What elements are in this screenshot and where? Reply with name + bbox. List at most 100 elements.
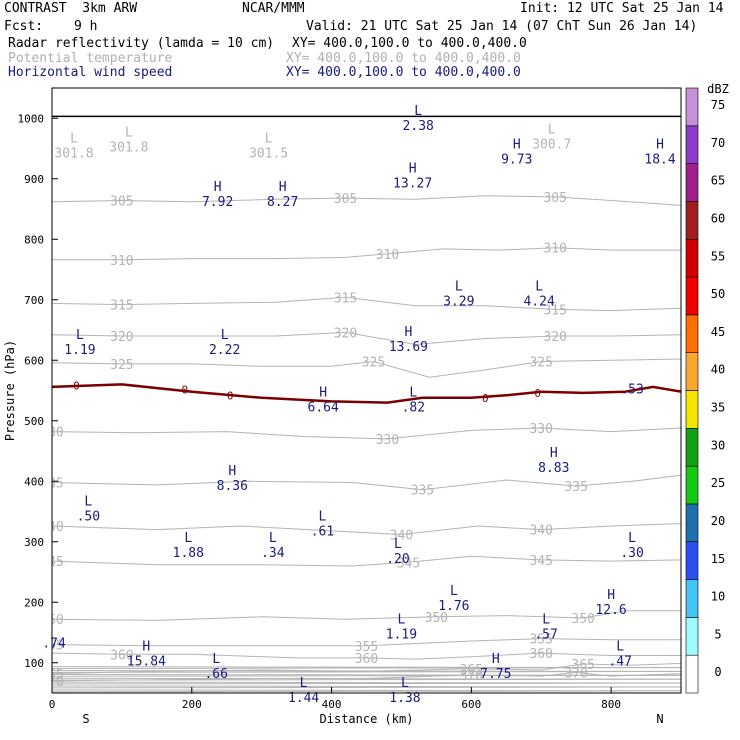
theta-contour-label: 315 xyxy=(543,303,566,318)
freezing-line-label: 0 xyxy=(73,380,80,393)
theta-contour-label: 345 xyxy=(529,554,552,569)
wind-speed-value: .53 xyxy=(620,382,643,397)
theta-contour xyxy=(52,555,681,567)
colorbar-swatch xyxy=(685,163,699,202)
theta-contour xyxy=(52,331,681,346)
model-title: CONTRAST 3km ARW xyxy=(4,1,138,16)
wind-speed-value: 18.4 xyxy=(644,153,675,168)
wind-speed-value: 3.29 xyxy=(443,295,474,310)
theta-extremum-value: 301.8 xyxy=(109,140,148,155)
colorbar-label: 25 xyxy=(711,476,725,490)
theta-contour-label: 315 xyxy=(334,291,357,306)
wind-extremum-flag: L xyxy=(535,280,543,295)
field-reflectivity: Radar reflectivity (lamda = 10 cm) xyxy=(8,36,275,51)
colorbar-swatch xyxy=(685,541,699,580)
colorbar-swatch xyxy=(685,579,699,618)
field-wind-xy: XY= 400.0,100.0 to 400.0,400.0 xyxy=(286,65,521,80)
endpoint-right: N xyxy=(656,712,663,726)
theta-contour-label: 345 xyxy=(397,556,420,571)
theta-contour xyxy=(52,638,681,647)
wind-extremum-flag: L xyxy=(542,612,550,627)
theta-contour xyxy=(52,671,681,682)
y-tick-label: 100 xyxy=(24,657,44,670)
theta-strat-line xyxy=(52,689,681,692)
wind-extremum-flag: L xyxy=(184,531,192,546)
theta-contour xyxy=(52,247,681,261)
colorbar-swatch xyxy=(685,654,699,694)
theta-contour-label: 310 xyxy=(110,254,133,269)
x-tick-label: 400 xyxy=(322,698,342,711)
wind-extremum-flag: L xyxy=(221,328,229,343)
colorbar-swatch xyxy=(685,314,699,353)
init-time: Init: 12 UTC Sat 25 Jan 14 xyxy=(520,1,724,16)
y-tick-label: 500 xyxy=(24,415,44,428)
y-tick-label: 1000 xyxy=(18,112,45,125)
colorbar-label: 0 xyxy=(714,665,721,679)
wind-speed-value: 15.84 xyxy=(127,655,166,670)
theta-contour-label: 340 xyxy=(390,528,413,543)
wind-extremum-flag: L xyxy=(455,280,463,295)
theta-strat-line xyxy=(52,666,681,669)
theta-contour-label: 320 xyxy=(334,326,357,341)
theta-contour-label: 310 xyxy=(543,242,566,257)
center-title: NCAR/MMM xyxy=(242,1,305,16)
theta-contour-label: 320 xyxy=(110,330,133,345)
wind-speed-value: 13.69 xyxy=(389,340,428,355)
y-tick-label: 900 xyxy=(24,173,44,186)
field-theta: Potential temperature xyxy=(8,51,173,66)
theta-extremum-flag: L xyxy=(70,131,78,146)
theta-contour xyxy=(52,610,681,621)
wind-extremum-flag: L xyxy=(616,640,624,655)
theta-strat-line xyxy=(52,673,681,676)
wind-speed-value: 7.75 xyxy=(480,667,511,682)
theta-contour-label: 370 xyxy=(564,666,587,681)
theta-strat-line xyxy=(52,685,681,688)
freezing-line-path xyxy=(52,383,681,404)
theta-contour-label: 320 xyxy=(543,330,566,345)
freezing-line-label: 0 xyxy=(482,392,489,405)
theta-contour-label: 365 xyxy=(460,663,483,678)
wind-extremum-flag: H xyxy=(214,180,222,195)
colorbar-label: 65 xyxy=(711,174,725,188)
theta-contour-label: 360 xyxy=(529,647,552,662)
wind-extremum-flag: L xyxy=(319,510,327,525)
wind-speed-value: 1.38 xyxy=(389,691,420,706)
wind-speed-value: 4.24 xyxy=(523,295,554,310)
y-axis-label: Pressure (hPa) xyxy=(3,340,17,441)
wind-speed-value: 8.83 xyxy=(538,461,569,476)
theta-contour-label: 325 xyxy=(110,358,133,373)
wind-speed-value: 12.6 xyxy=(595,603,626,618)
wind-speed-value: 13.27 xyxy=(393,177,432,192)
theta-contour-label: 330 xyxy=(40,426,63,441)
theta-contour-label: 370 xyxy=(460,669,483,684)
wind-speed-value: 2.38 xyxy=(403,119,434,134)
theta-contour-label: 355 xyxy=(40,639,63,654)
wind-extremum-flag: H xyxy=(607,588,615,603)
theta-contour xyxy=(52,523,681,536)
colorbar-label: 5 xyxy=(714,627,721,641)
wind-speed-value: .57 xyxy=(534,627,557,642)
wind-extremum-flag: L xyxy=(394,537,402,552)
colorbar-swatch xyxy=(685,87,699,127)
wind-speed-value: 7.92 xyxy=(202,195,233,210)
wind-speed-value: 1.19 xyxy=(64,343,95,358)
colorbar-swatch xyxy=(685,617,699,656)
theta-contour-label: 365 xyxy=(40,668,63,683)
colorbar-label: 35 xyxy=(711,401,725,415)
theta-contour-label: 350 xyxy=(425,611,448,626)
colorbar-label: 15 xyxy=(711,552,725,566)
theta-contour-label: 335 xyxy=(411,484,434,499)
colorbar: dBZ 0 5 10 15 20 25 30 35 40 45 50 55 60 65 70 75 xyxy=(685,82,729,694)
wind-extremum-flag: H xyxy=(513,138,521,153)
theta-extremum-value: 301.5 xyxy=(249,146,288,161)
y-tick-label: 600 xyxy=(24,354,44,367)
theta-contour-label: 350 xyxy=(571,612,594,627)
theta-strat-line xyxy=(52,681,681,684)
colorbar-label: 10 xyxy=(711,590,725,604)
wind-speed-value: 9.73 xyxy=(501,153,532,168)
wind-speed-value: .47 xyxy=(608,655,631,670)
wind-extremum-flag: L xyxy=(212,652,220,667)
forecast-hour: 9 h xyxy=(74,19,98,34)
theta-extremum-flag: L xyxy=(548,122,556,137)
